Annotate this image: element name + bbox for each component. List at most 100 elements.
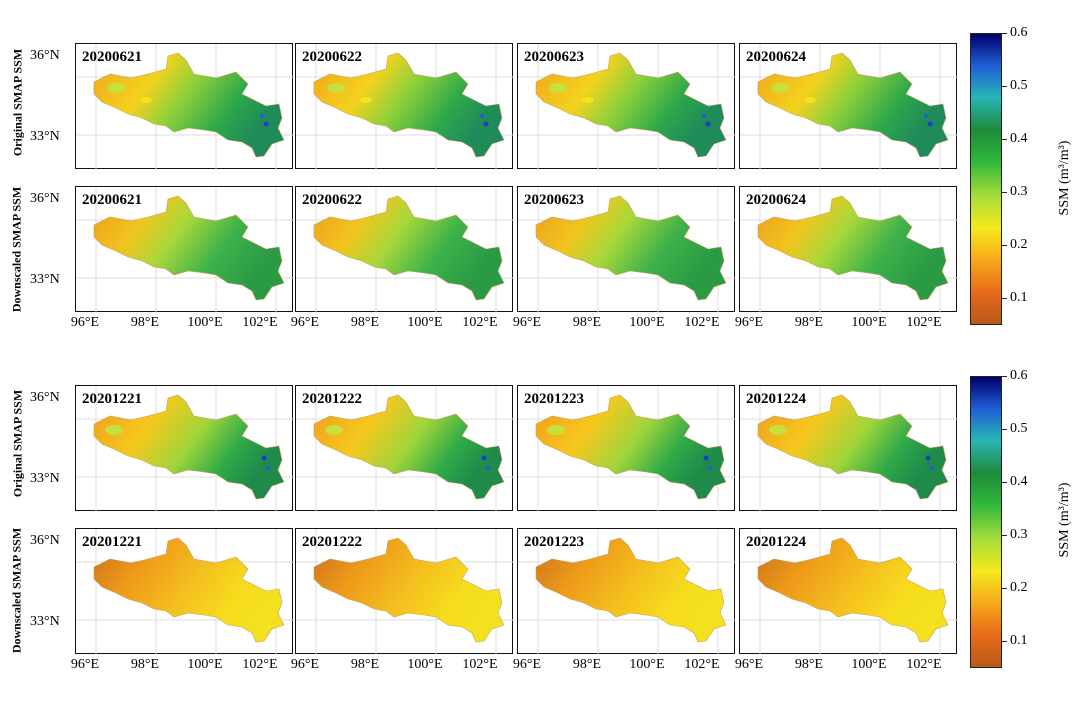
colorbar-tick-label: 0.5 xyxy=(1010,421,1028,437)
colorbar-tick-mark xyxy=(1002,192,1007,194)
colorbar-tick-label: 0.1 xyxy=(1010,290,1028,306)
colorbar-tick-label: 0.2 xyxy=(1010,237,1028,253)
y-tick-label: 36°N xyxy=(30,48,60,63)
y-tick-label: 33°N xyxy=(30,272,60,287)
colorbar-title-1: SSM (m³/m³) xyxy=(1057,133,1073,223)
colorbar-tick-label: 0.2 xyxy=(1010,580,1028,596)
colorbar-tick-mark xyxy=(1002,298,1007,300)
x-tick-label: 100°E xyxy=(629,657,665,672)
x-tick-label: 98°E xyxy=(794,657,824,672)
row-label-downscaled-1: Downscaled SMAP SSM xyxy=(9,186,24,313)
panel-date-label: 20201222 xyxy=(302,534,362,550)
map-panel: 20200624 xyxy=(739,43,958,170)
x-tick-label: 102°E xyxy=(906,315,942,330)
colorbar-tick-mark xyxy=(1002,245,1007,247)
x-tick-label: 98°E xyxy=(130,657,160,672)
x-tick-label: 102°E xyxy=(906,657,942,672)
x-tick-label: 96°E xyxy=(734,657,764,672)
y-tick-label: 33°N xyxy=(30,129,60,144)
colorbar-tick-mark xyxy=(1002,33,1007,34)
x-tick-label: 98°E xyxy=(350,657,380,672)
colorbar-tick-label: 0.6 xyxy=(1010,25,1028,40)
map-panel: 20200621 xyxy=(75,43,294,170)
x-tick-label: 96°E xyxy=(290,315,320,330)
colorbar-tick-label: 0.5 xyxy=(1010,78,1028,94)
x-tick-label: 98°E xyxy=(130,315,160,330)
panel-date-label: 20200622 xyxy=(302,192,362,208)
x-tick-label: 102°E xyxy=(462,315,498,330)
map-panel: 20200624 xyxy=(739,186,958,313)
x-tick-label: 100°E xyxy=(629,315,665,330)
panel-date-label: 20200624 xyxy=(746,49,806,65)
colorbar-1 xyxy=(970,33,1002,325)
panel-date-label: 20201224 xyxy=(746,391,806,407)
map-panel: 20201223 xyxy=(517,385,736,512)
colorbar-tick-mark xyxy=(1002,482,1007,484)
y-tick-label: 33°N xyxy=(30,471,60,486)
x-tick-label: 102°E xyxy=(242,657,278,672)
x-tick-label: 102°E xyxy=(684,657,720,672)
panel-date-label: 20201221 xyxy=(82,391,142,407)
x-tick-label: 98°E xyxy=(572,315,602,330)
map-panel: 20201224 xyxy=(739,385,958,512)
colorbar-tick-label: 0.3 xyxy=(1010,527,1028,543)
x-tick-label: 102°E xyxy=(684,315,720,330)
colorbar-title-2: SSM (m³/m³) xyxy=(1057,475,1073,565)
colorbar-tick-label: 0.4 xyxy=(1010,474,1028,490)
panel-date-label: 20200623 xyxy=(524,49,584,65)
map-panel: 20200622 xyxy=(295,186,514,313)
panel-date-label: 20200621 xyxy=(82,49,142,65)
map-panel: 20201221 xyxy=(75,528,294,655)
x-tick-label: 96°E xyxy=(70,315,100,330)
map-panel: 20200621 xyxy=(75,186,294,313)
map-panel: 20200623 xyxy=(517,186,736,313)
x-tick-label: 96°E xyxy=(512,315,542,330)
y-tick-label: 36°N xyxy=(30,191,60,206)
panel-date-label: 20200623 xyxy=(524,192,584,208)
x-tick-label: 100°E xyxy=(851,657,887,672)
panel-date-label: 20201222 xyxy=(302,391,362,407)
panel-date-label: 20200622 xyxy=(302,49,362,65)
panel-date-label: 20200621 xyxy=(82,192,142,208)
colorbar-title-text: SSM (m³/m³) xyxy=(1057,482,1072,558)
map-panel: 20201221 xyxy=(75,385,294,512)
colorbar-2 xyxy=(970,376,1002,668)
colorbar-title-text: SSM (m³/m³) xyxy=(1057,140,1072,216)
panel-date-label: 20201223 xyxy=(524,391,584,407)
y-tick-label: 36°N xyxy=(30,533,60,548)
colorbar-tick-label: 0.1 xyxy=(1010,633,1028,649)
map-panel: 20201222 xyxy=(295,385,514,512)
x-tick-label: 98°E xyxy=(572,657,602,672)
colorbar-tick-label: 0.3 xyxy=(1010,184,1028,200)
row-label-original-2: Original SMAP SSM xyxy=(10,389,25,498)
colorbar-tick-mark xyxy=(1002,535,1007,537)
x-tick-label: 100°E xyxy=(407,657,443,672)
row-label-original-1: Original SMAP SSM xyxy=(10,48,25,157)
y-tick-label: 36°N xyxy=(30,390,60,405)
map-panel: 20201222 xyxy=(295,528,514,655)
x-tick-label: 100°E xyxy=(187,657,223,672)
panel-date-label: 20201224 xyxy=(746,534,806,550)
colorbar-tick-mark xyxy=(1002,641,1007,643)
x-tick-label: 96°E xyxy=(290,657,320,672)
x-tick-label: 102°E xyxy=(242,315,278,330)
map-panel: 20201223 xyxy=(517,528,736,655)
x-tick-label: 96°E xyxy=(734,315,764,330)
x-tick-label: 98°E xyxy=(350,315,380,330)
x-tick-label: 100°E xyxy=(851,315,887,330)
x-tick-label: 102°E xyxy=(462,657,498,672)
x-tick-label: 96°E xyxy=(70,657,100,672)
x-tick-label: 96°E xyxy=(512,657,542,672)
map-panel: 20200623 xyxy=(517,43,736,170)
colorbar-tick-label: 0.4 xyxy=(1010,131,1028,147)
row-label-downscaled-2: Downscaled SMAP SSM xyxy=(9,527,24,654)
map-panel: 20201224 xyxy=(739,528,958,655)
colorbar-tick-mark xyxy=(1002,86,1007,88)
colorbar-tick-mark xyxy=(1002,139,1007,141)
map-panel: 20200622 xyxy=(295,43,514,170)
colorbar-tick-mark xyxy=(1002,429,1007,431)
x-tick-label: 98°E xyxy=(794,315,824,330)
y-tick-label: 33°N xyxy=(30,614,60,629)
colorbar-tick-mark xyxy=(1002,376,1007,377)
panel-date-label: 20201223 xyxy=(524,534,584,550)
